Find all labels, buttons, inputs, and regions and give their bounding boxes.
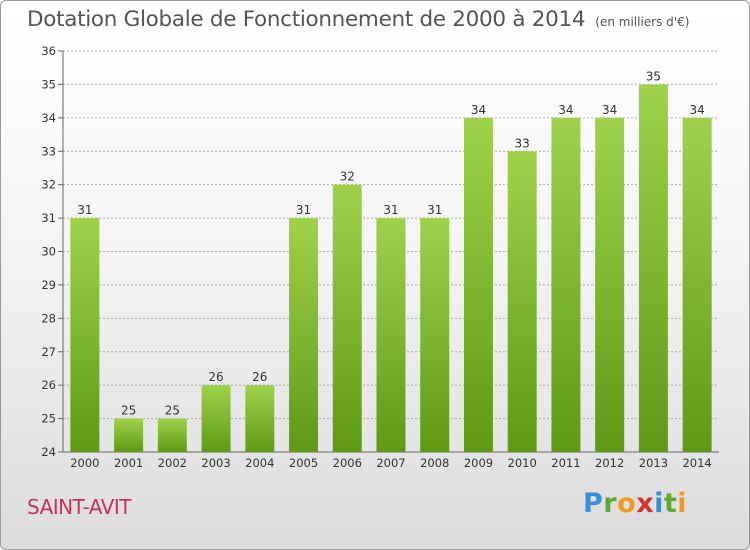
bar-value-label: 34 [471,103,486,117]
y-tick-label: 31 [41,211,56,225]
proxiti-logo: Proxiti [583,488,687,519]
bar-value-label: 34 [602,103,617,117]
x-tick-label: 2007 [376,456,405,470]
title-text: Dotation Globale de Fonctionnement de 20… [27,7,586,32]
x-tick-label: 2004 [245,456,274,470]
y-tick-label: 28 [41,311,56,325]
bar [376,218,406,452]
bar-value-label: 26 [208,370,223,384]
bar [507,151,537,452]
logo-letter: P [583,488,604,519]
y-tick-label: 27 [41,345,56,359]
x-tick-label: 2003 [201,456,230,470]
bar [114,418,144,452]
logo-letter: o [617,488,637,519]
y-tick-label: 35 [41,77,56,91]
bar [420,218,450,452]
x-tick-label: 2010 [508,456,537,470]
y-tick-label: 33 [41,144,56,158]
logo-letter: x [636,488,655,519]
bars [70,84,712,453]
bar [551,117,581,452]
x-tick-label: 2005 [289,456,318,470]
bar-value-label: 34 [689,103,704,117]
x-tick-label: 2013 [639,456,668,470]
bar-value-label: 34 [558,103,573,117]
y-tick-label: 30 [41,245,56,259]
unit-label: (en milliers d'€) [595,15,690,29]
bar-value-label: 33 [515,136,530,150]
x-tick-label: 2001 [114,456,143,470]
bar-value-label: 31 [77,203,92,217]
bar [289,218,319,452]
bar [157,418,187,452]
y-tick-label: 36 [41,44,56,58]
chart-title: Dotation Globale de Fonctionnement de 20… [27,7,689,32]
bar [463,117,493,452]
logo-letter: i [654,488,664,519]
bar [595,117,625,452]
x-tick-label: 2000 [70,456,99,470]
x-tick-label: 2012 [595,456,624,470]
y-tick-label: 34 [41,111,56,125]
bar [682,117,712,452]
commune-name: SAINT-AVIT [27,495,131,519]
bar-value-label: 35 [646,69,661,83]
logo-letter: i [677,488,688,519]
bar [638,84,668,453]
y-tick-label: 24 [41,445,56,459]
bar-value-label: 31 [427,203,442,217]
x-tick-label: 2009 [464,456,493,470]
bar [332,184,362,452]
bar [70,218,100,452]
y-tick-label: 26 [41,378,56,392]
y-tick-label: 29 [41,278,56,292]
bar [201,385,231,452]
y-tick-label: 25 [41,412,56,426]
logo-letter: t [663,488,678,519]
y-tick-label: 32 [41,178,56,192]
bar-value-label: 31 [383,203,398,217]
bar-value-label: 25 [121,404,136,418]
bar-value-label: 31 [296,203,311,217]
bar-value-label: 32 [340,170,355,184]
bar [245,385,275,452]
x-tick-label: 2011 [551,456,580,470]
bar-value-label: 26 [252,370,267,384]
bar-value-label: 25 [165,404,180,418]
x-tick-label: 2014 [682,456,711,470]
x-tick-label: 2008 [420,456,449,470]
logo-letter: r [603,488,618,519]
x-tick-label: 2002 [158,456,187,470]
x-tick-label: 2006 [333,456,362,470]
labels: 24 25 26 27 28 29 30 31 32 33 34 35 36 31 2000 25 2001 25… [41,44,711,470]
